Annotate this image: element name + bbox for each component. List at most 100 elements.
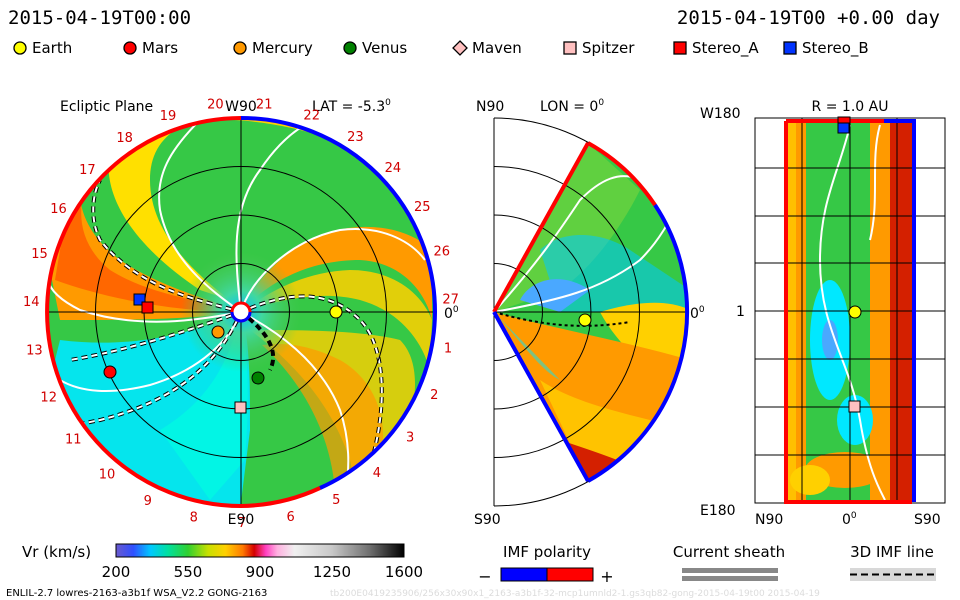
carrington-label-13: 13 (26, 344, 43, 359)
colorbar-tick-1600: 1600 (385, 563, 423, 581)
radial-mid-label: 1 (736, 304, 745, 320)
carrington-label-15: 15 (31, 247, 48, 262)
radial-e-label: E180 (700, 503, 736, 519)
carrington-label-1: 1 (444, 341, 452, 356)
radial-panel: R = 1.0 AU W180 1 E180 (700, 99, 946, 528)
mercury-marker (211, 325, 225, 339)
carrington-label-2: 2 (430, 388, 438, 403)
footer-run-id: tb200E0419235906/256x30x90x1_2163-a3b1f-… (330, 589, 820, 599)
imf-line-title: 3D IMF line (850, 543, 934, 561)
legend-item-stereo-a: Stereo_A (673, 39, 759, 58)
velocity-colorbar: Vr (km/s) 200 550 900 1250 1600 (22, 543, 423, 581)
legend-label-stereo-a: Stereo_A (692, 39, 759, 58)
mars-marker (103, 365, 117, 379)
legend-label-earth: Earth (32, 39, 72, 57)
ecliptic-lat-label: LAT = -5.30 (312, 98, 391, 115)
meridional-earth-marker (578, 313, 592, 327)
carrington-longitude-labels: 20 21222324252627123456789101112131415161… (23, 97, 459, 531)
legend-label-stereo-b: Stereo_B (802, 39, 869, 58)
carrington-label-22: 22 (303, 108, 320, 123)
imf-line-key: 3D IMF line (850, 543, 936, 581)
carrington-label-23: 23 (347, 130, 364, 145)
legend-marker-mercury (233, 41, 247, 55)
meridional-right-zero: 00 (690, 305, 705, 322)
ecliptic-right-zero: 00 (444, 305, 459, 322)
radial-x-right: S90 (914, 512, 941, 528)
ecliptic-panel: Ecliptic Plane W90 LAT = -5.30 (23, 97, 459, 531)
carrington-label-19: 19 (160, 109, 177, 124)
carrington-label-8: 8 (190, 511, 198, 526)
footer-model: ENLIL-2.7 lowres-2163-a3b1f WSA_V2.2 GON… (6, 588, 267, 599)
imf-title: IMF polarity (503, 543, 591, 561)
carrington-label-17: 17 (79, 163, 96, 178)
legend-marker-stereo-b (783, 41, 797, 55)
carrington-label-14: 14 (23, 295, 40, 310)
imf-plus: + (600, 567, 613, 586)
current-sheath-title: Current sheath (673, 543, 785, 561)
ecliptic-title: Ecliptic Plane (60, 99, 153, 115)
imf-minus: − (478, 567, 491, 586)
meridional-velocity-map (494, 143, 687, 481)
radial-r-label: R = 1.0 AU (812, 99, 889, 115)
imf-positive-swatch (546, 567, 594, 582)
stereo-b-marker (133, 293, 146, 306)
spitzer-marker (234, 401, 247, 414)
venus-marker (251, 371, 265, 385)
meridional-top-label: N90 (476, 99, 504, 115)
carrington-label-10: 10 (99, 468, 116, 483)
colorbar-tick-900: 900 (246, 563, 275, 581)
colorbar-tick-1250: 1250 (313, 563, 351, 581)
radial-spitzer-marker (848, 400, 861, 413)
legend-marker-spitzer (563, 41, 577, 55)
legend-marker-stereo-a (673, 41, 687, 55)
body-legend: Earth Mars Mercury Venus Maven Spitzer Stereo_… (13, 39, 869, 58)
carrington-label-5: 5 (332, 493, 340, 508)
carrington-label-3: 3 (406, 430, 414, 445)
legend-label-mars: Mars (142, 39, 178, 57)
meridional-panel: N90 LON = 00 (474, 98, 705, 528)
legend-item-stereo-b: Stereo_B (783, 39, 869, 58)
carrington-label-12: 12 (40, 390, 57, 405)
carrington-label-7: 7 (238, 516, 246, 531)
legend-item-venus: Venus (343, 39, 407, 57)
legend-marker-venus (343, 41, 357, 55)
carrington-label-26: 26 (434, 245, 451, 260)
radial-w-label: W180 (700, 106, 741, 122)
radial-stereo-b-marker (837, 122, 850, 134)
legend-item-mars: Mars (123, 39, 178, 57)
carrington-label-16: 16 (50, 202, 67, 217)
legend-label-mercury: Mercury (252, 39, 313, 57)
legend-marker-mars (123, 41, 137, 55)
carrington-label-21: 21 (256, 97, 273, 112)
imf-negative-swatch (500, 567, 548, 582)
colorbar-tick-200: 200 (102, 563, 131, 581)
radial-x-mid: 00 (842, 511, 857, 528)
imf-polarity-key: IMF polarity − + (478, 543, 613, 586)
ecliptic-top-label: W90 (225, 99, 257, 115)
colorbar-ticks: 200 550 900 1250 1600 (102, 563, 423, 581)
carrington-label-24: 24 (385, 161, 402, 176)
legend-label-maven: Maven (472, 39, 522, 57)
legend-item-earth: Earth (13, 39, 72, 57)
carrington-label-25: 25 (414, 200, 431, 215)
carrington-label-4: 4 (373, 466, 381, 481)
legend-item-spitzer: Spitzer (563, 39, 635, 57)
legend-label-spitzer: Spitzer (582, 39, 635, 57)
meridional-lon-label: LON = 00 (540, 98, 604, 115)
radial-earth-marker (848, 305, 862, 319)
carrington-label-9: 9 (144, 494, 152, 509)
colorbar-label: Vr (km/s) (22, 543, 91, 561)
colorbar-tick-550: 550 (174, 563, 203, 581)
carrington-label-6: 6 (286, 510, 294, 525)
carrington-label-27: 27 (442, 293, 459, 308)
meridional-bottom-label: S90 (474, 512, 501, 528)
carrington-label-11: 11 (65, 432, 82, 447)
carrington-label-20: 20 (207, 98, 224, 113)
ecliptic-bottom-label: E90 (228, 512, 255, 528)
legend-label-venus: Venus (362, 39, 407, 57)
stereo-a-marker (141, 301, 154, 314)
carrington-label-18: 18 (116, 131, 133, 146)
current-sheath-key: Current sheath (673, 543, 785, 581)
legend-marker-maven (452, 40, 468, 56)
